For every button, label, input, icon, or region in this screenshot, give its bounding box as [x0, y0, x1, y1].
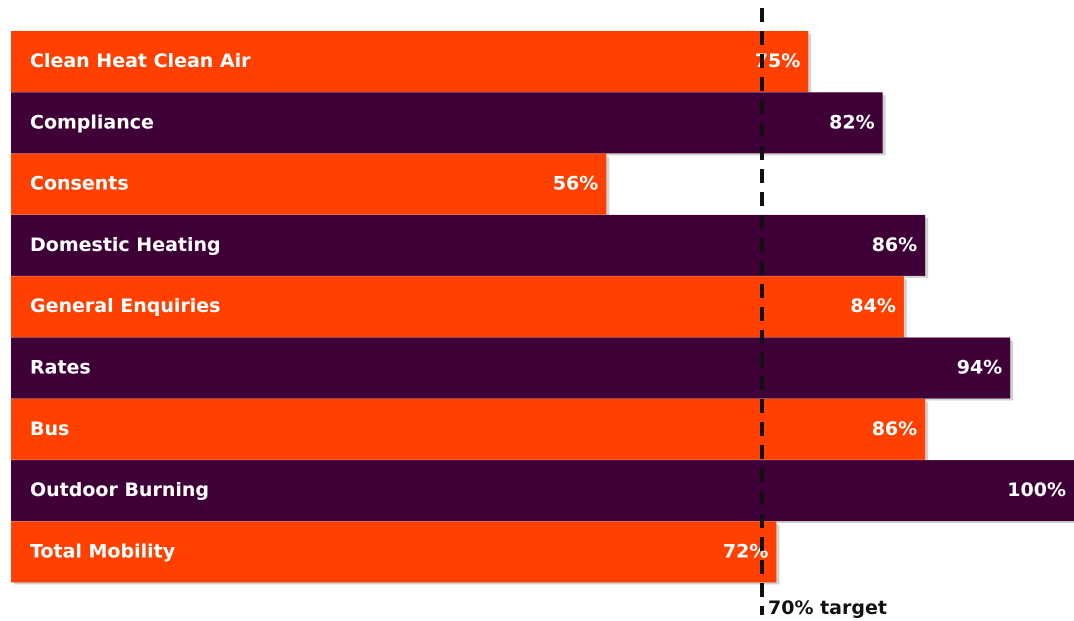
bar-group-consents: Consents 56%	[11, 153, 610, 217]
target-layer: 70% target	[760, 8, 887, 619]
bars-layer: Clean Heat Clean Air 75% Compliance 82% Cons…	[11, 31, 1074, 585]
value-label: 84%	[850, 295, 895, 317]
category-label: Compliance	[30, 111, 154, 133]
value-label: 56%	[553, 173, 598, 195]
category-label: Domestic Heating	[30, 234, 221, 256]
bar-clean-heat-clean-air	[11, 31, 809, 92]
value-label: 94%	[957, 357, 1002, 379]
category-label: Rates	[30, 357, 91, 379]
category-label: Bus	[30, 418, 69, 440]
bar-group-bus: Bus 86%	[11, 398, 929, 462]
bar-group-rates: Rates 94%	[11, 337, 1014, 401]
category-label: Total Mobility	[30, 540, 176, 562]
category-label: General Enquiries	[30, 295, 220, 317]
bar-group-compliance: Compliance 82%	[11, 92, 886, 156]
value-label: 100%	[1007, 479, 1066, 501]
bar-compliance	[11, 92, 883, 154]
bar-general-enquiries	[11, 276, 904, 338]
category-label: Outdoor Burning	[30, 479, 209, 501]
value-label: 72%	[723, 540, 768, 562]
value-label: 86%	[872, 418, 917, 440]
value-label: 86%	[872, 234, 917, 256]
bar-group-outdoor-burning: Outdoor Burning 100%	[11, 460, 1074, 524]
category-label: Clean Heat Clean Air	[30, 50, 251, 72]
bar-group-domestic-heating: Domestic Heating 86%	[11, 214, 929, 278]
bar-outdoor-burning	[11, 460, 1074, 522]
bar-group-clean-heat-clean-air: Clean Heat Clean Air 75%	[11, 31, 812, 94]
category-label: Consents	[30, 173, 129, 195]
target-label: 70% target	[768, 597, 887, 619]
bar-total-mobility	[11, 521, 777, 583]
bar-group-total-mobility: Total Mobility 72%	[11, 521, 780, 585]
bar-domestic-heating	[11, 214, 926, 276]
bar-consents	[11, 153, 607, 215]
bar-bus	[11, 398, 926, 460]
value-label: 82%	[829, 111, 874, 133]
value-label: 75%	[755, 50, 800, 72]
bar-rates	[11, 337, 1011, 399]
bar-group-general-enquiries: General Enquiries 84%	[11, 276, 907, 340]
